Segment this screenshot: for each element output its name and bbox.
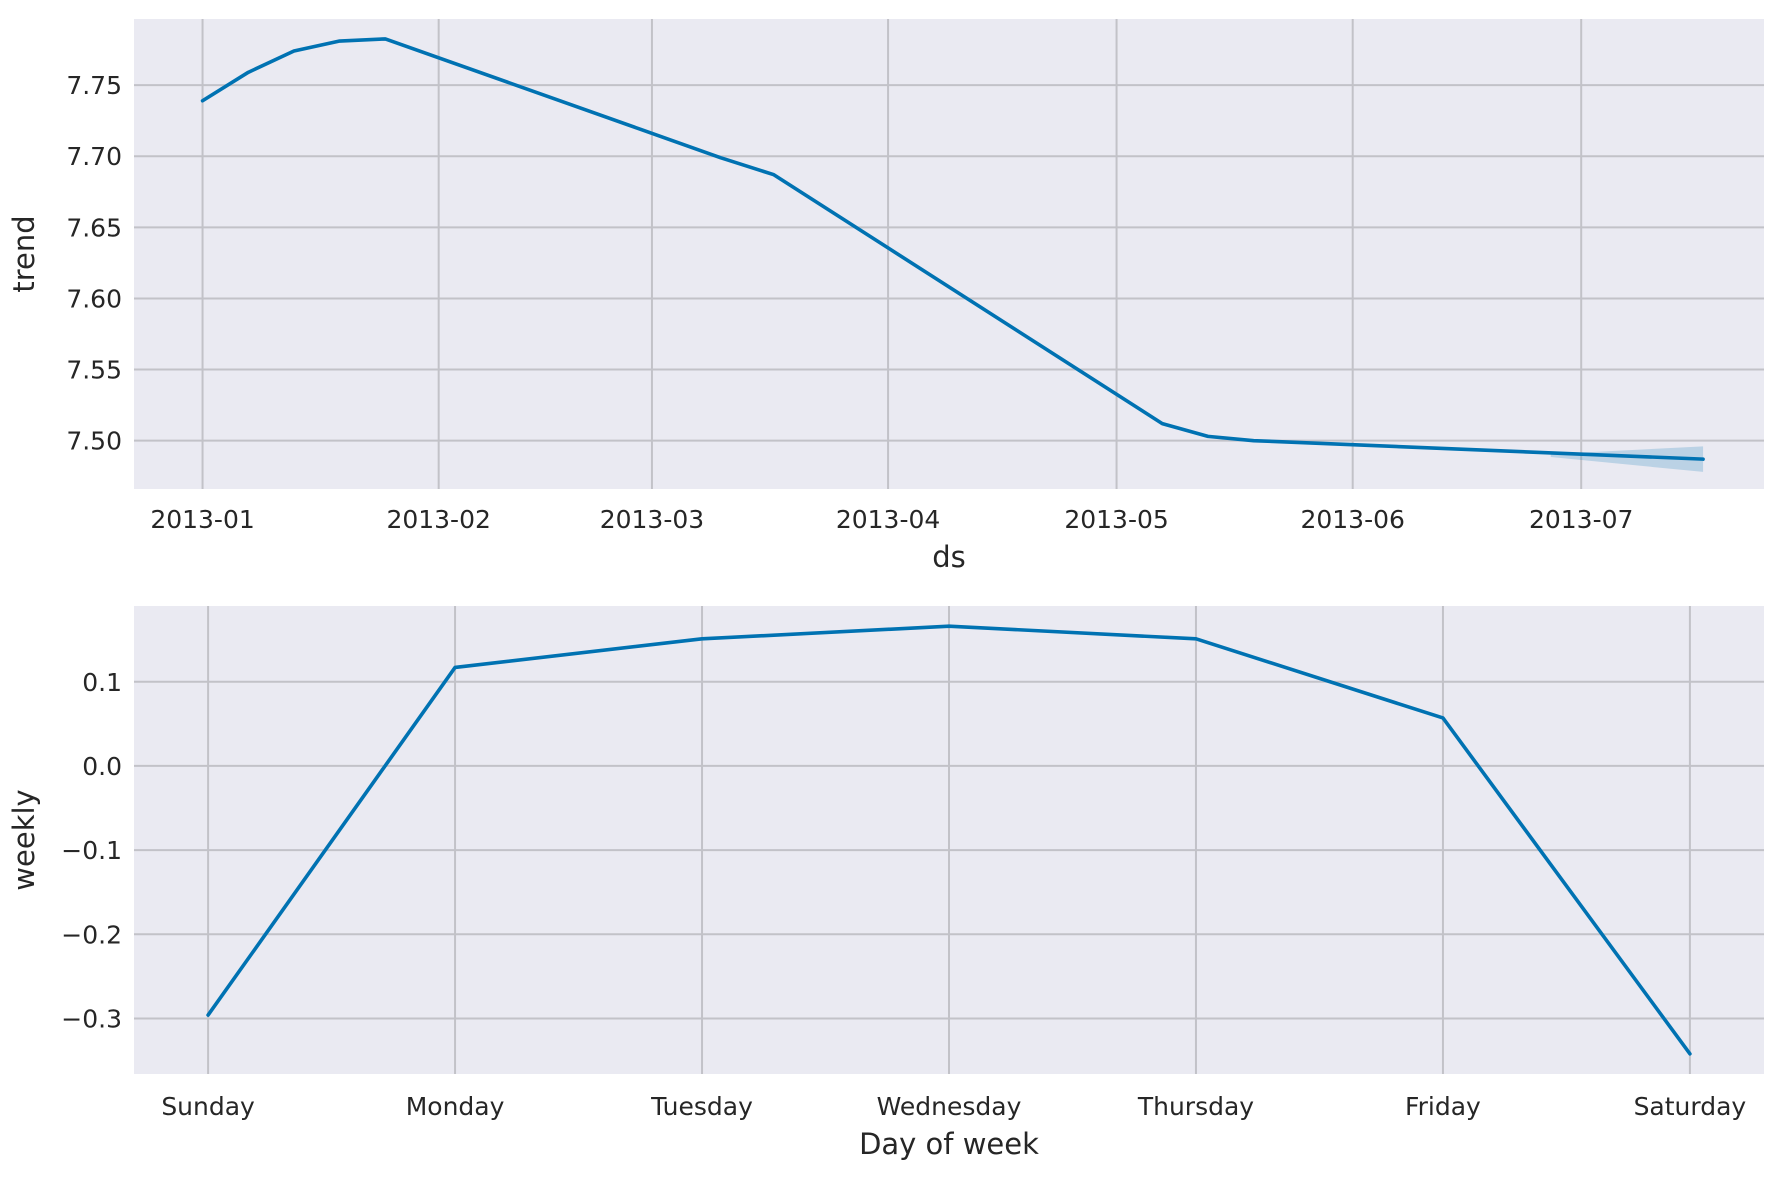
y-tick-label: 7.75 [66,71,122,100]
x-tick-label: Friday [1405,1092,1481,1121]
data-point [1701,457,1705,461]
data-point [947,624,951,628]
x-tick-label: Wednesday [877,1092,1022,1121]
y-tick-label: 7.50 [66,427,122,456]
y-tick-label: 7.70 [66,142,122,171]
x-tick-label: Monday [406,1092,505,1121]
y-axis-label: trend [7,215,41,292]
data-point [383,37,387,41]
data-point [1688,1052,1692,1056]
x-tick-label: 2013-01 [150,505,254,534]
x-tick-label: 2013-06 [1300,505,1404,534]
x-tick-label: Saturday [1634,1092,1747,1121]
data-point [1194,637,1198,641]
data-point [206,1013,210,1017]
y-tick-label: −0.1 [61,836,122,865]
x-tick-label: 2013-04 [836,505,940,534]
data-point [1160,422,1164,426]
x-tick-label: 2013-03 [600,505,704,534]
data-point [700,637,704,641]
data-point [338,39,342,43]
data-point [1206,434,1210,438]
data-point [292,49,296,53]
plot-area [134,19,1764,489]
x-axis-label: ds [932,540,966,574]
data-point [1441,716,1445,720]
data-point [1252,439,1256,443]
x-tick-label: 2013-02 [386,505,490,534]
x-tick-label: 2013-05 [1064,505,1168,534]
y-axis-label: weekly [7,789,41,890]
y-tick-label: −0.2 [61,920,122,949]
trend-panel: 7.50 7.55 7.60 7.65 7.70 7.75 2013-01 2013-02 20… [7,19,1764,574]
y-tick-label: 7.55 [66,356,122,385]
data-point [201,99,205,103]
y-tick-label: 0.1 [82,668,122,697]
x-tick-label: Tuesday [650,1092,753,1121]
x-tick-label: Thursday [1137,1092,1254,1121]
x-tick-label: 2013-07 [1529,505,1633,534]
y-tick-label: 0.0 [82,752,122,781]
weekly-line [206,624,1692,1056]
trend-line [200,37,1705,461]
weekly-panel: −0.3 −0.2 −0.1 0.0 0.1 Sunday Monday Tuesday Wed… [7,606,1764,1161]
data-point [453,665,457,669]
y-tick-label: 7.65 [66,213,122,242]
y-tick-label: 7.60 [66,284,122,313]
data-point [246,70,250,74]
data-point [772,173,776,177]
y-tick-label: −0.3 [61,1004,122,1033]
x-tick-label: Sunday [161,1092,255,1121]
x-axis-label: Day of week [859,1127,1039,1161]
data-point [718,156,722,160]
